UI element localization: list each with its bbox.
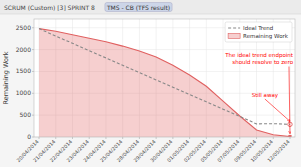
x-tick xyxy=(289,137,290,139)
legend-label: Remaining Work xyxy=(243,33,289,40)
y-tick-label: 2000 xyxy=(16,46,31,53)
subtitle-badge xyxy=(105,3,172,12)
y-tick-label: 1000 xyxy=(16,89,31,96)
plot-area xyxy=(39,29,292,137)
line xyxy=(39,29,290,137)
y-tick-label: 0 xyxy=(27,133,31,140)
subtitle: TMS - CB (TFS result) xyxy=(106,4,170,11)
y-tick-label: 500 xyxy=(20,111,32,118)
x-tick xyxy=(256,137,257,139)
x-tick xyxy=(122,137,123,139)
x-tick xyxy=(39,137,40,139)
chart: SCRUM (Custom) [3] SPRINT 8 TMS - CB (TFS… xyxy=(0,0,301,167)
header-border xyxy=(0,14,301,15)
y-tick-label: 2500 xyxy=(16,24,31,31)
x-tick xyxy=(189,137,190,139)
annotation: Still away xyxy=(252,92,279,99)
subtitle: SCRUM (Custom) [3] SPRINT 8 xyxy=(4,4,95,11)
legend-label: Ideal Trend xyxy=(243,25,273,31)
plot-background xyxy=(34,19,295,137)
legend-box xyxy=(225,22,292,42)
x-tick-label: 12/05/2014 xyxy=(266,138,291,163)
x-tick xyxy=(105,137,106,139)
x-tick xyxy=(139,137,140,139)
x-tick xyxy=(72,137,73,139)
annotation-line: should resolve to zero xyxy=(232,59,293,65)
x-tick xyxy=(55,137,56,139)
y-axis-label: Remaining Work xyxy=(2,51,10,104)
annotation-arrow xyxy=(289,67,290,134)
annotation-line: Still away xyxy=(252,92,279,99)
legend: Ideal Trend Remaining Work xyxy=(225,22,292,42)
annotation-arrow xyxy=(265,99,290,121)
x-tick xyxy=(273,137,274,139)
x-tick xyxy=(172,137,173,139)
x-tick xyxy=(156,137,157,139)
area xyxy=(39,29,290,137)
header-bar xyxy=(0,0,301,14)
x-tick xyxy=(239,137,240,139)
end-marker xyxy=(288,135,291,137)
annotation: The ideal trend endpointshould resolve t… xyxy=(224,52,294,65)
plot-frame xyxy=(34,19,295,137)
y-tick-label: 1500 xyxy=(16,67,31,74)
x-tick xyxy=(89,137,90,139)
legend-swatch xyxy=(228,34,240,39)
x-tick xyxy=(223,137,224,139)
line xyxy=(39,29,290,125)
legend-swatch xyxy=(228,27,240,28)
x-tick xyxy=(206,137,207,139)
